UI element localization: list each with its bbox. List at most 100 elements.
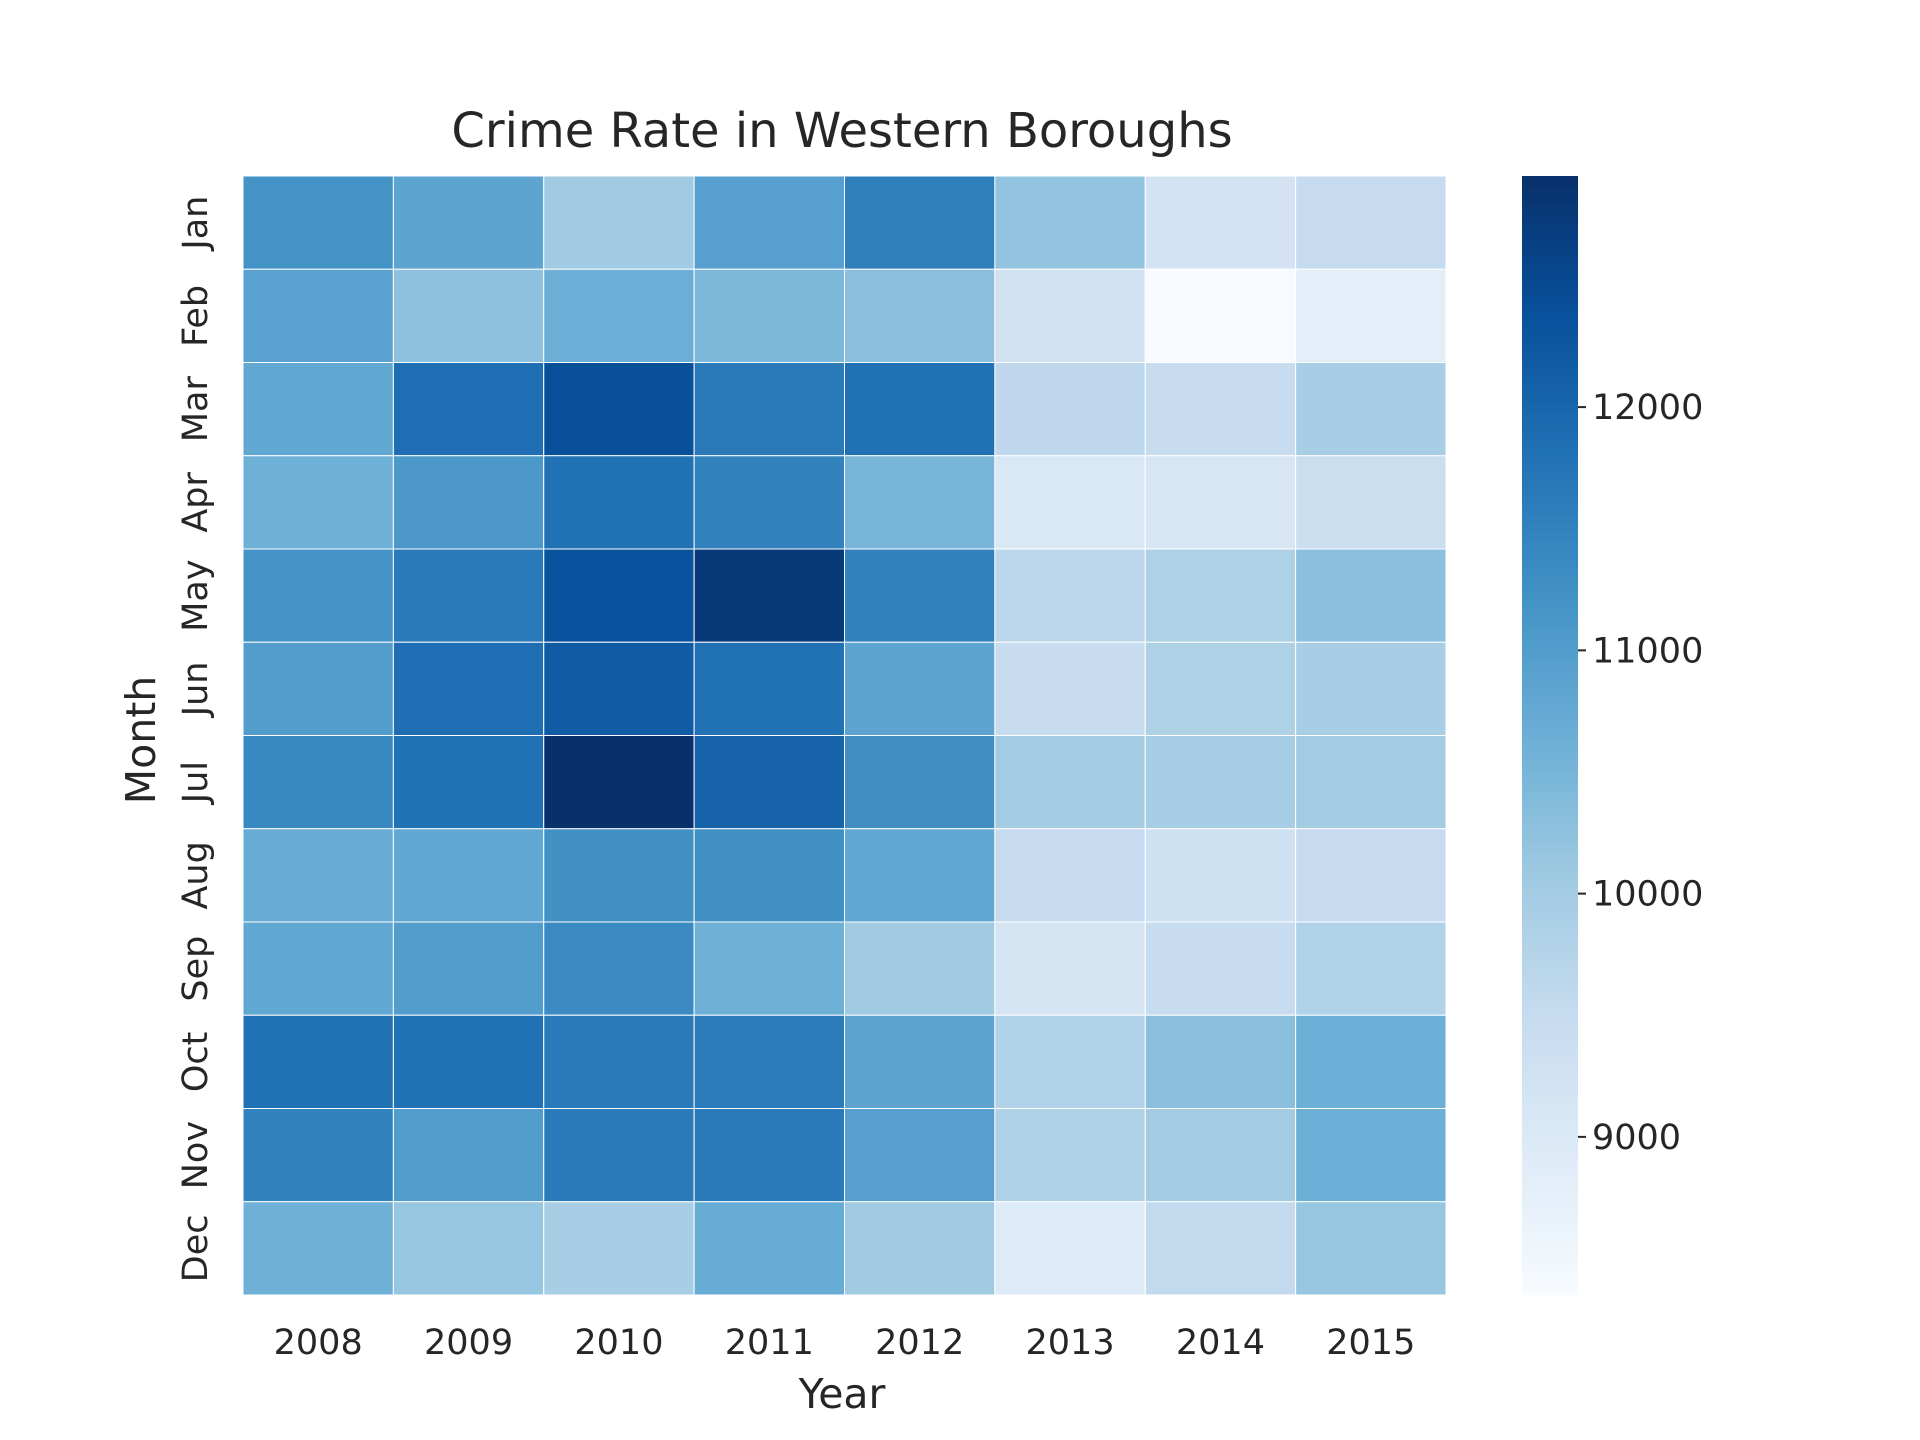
heatmap-cell-sep-2014: [1144, 921, 1297, 1016]
x-tick-label-2010: 2010: [574, 1323, 663, 1363]
heatmap-cell-feb-2011: [693, 268, 845, 363]
x-tick-label-2008: 2008: [274, 1323, 363, 1363]
heatmap-cell-aug-2009: [392, 828, 545, 923]
heatmap-cell-dec-2013: [994, 1201, 1146, 1296]
y-tick-label-mar: Mar: [176, 376, 216, 443]
heatmap-cell-apr-2011: [693, 455, 845, 550]
heatmap-cell-dec-2010: [543, 1201, 695, 1296]
heatmap-cell-jul-2010: [543, 735, 695, 830]
heatmap-cell-feb-2013: [994, 268, 1146, 363]
heatmap-cell-oct-2015: [1295, 1014, 1447, 1109]
heatmap-cell-jul-2014: [1144, 735, 1297, 830]
heatmap-cell-sep-2013: [994, 921, 1146, 1016]
y-tick-label-aug: Aug: [176, 841, 216, 909]
heatmap-cell-oct-2012: [844, 1014, 996, 1109]
heatmap-cell-jan-2010: [543, 175, 695, 270]
heatmap-cell-sep-2009: [392, 921, 545, 1016]
heatmap-cell-jan-2012: [844, 175, 996, 270]
heatmap-cell-may-2011: [693, 548, 845, 643]
y-axis-label: Month: [117, 676, 165, 805]
heatmap-cell-mar-2011: [693, 362, 845, 457]
colorbar-tick-label-11000: 11000: [1592, 631, 1703, 671]
heatmap-cell-jun-2009: [392, 641, 545, 736]
heatmap-cell-dec-2015: [1295, 1201, 1447, 1296]
heatmap-cell-dec-2008: [242, 1201, 394, 1296]
y-tick-label-dec: Dec: [176, 1215, 216, 1283]
colorbar-tick-label-12000: 12000: [1592, 388, 1703, 428]
y-tick-labels: Jan Feb Mar Apr May Jun Jul Aug Sep Oct Nov Dec: [176, 196, 216, 1283]
heatmap-cell-oct-2013: [994, 1014, 1146, 1109]
colorbar-tick-label-9000: 9000: [1592, 1118, 1681, 1158]
chart-title: Crime Rate in Western Boroughs: [451, 103, 1232, 159]
y-tick-label-jan: Jan: [176, 196, 216, 252]
y-tick-label-apr: Apr: [176, 471, 216, 532]
heatmap-cell-aug-2010: [543, 828, 695, 923]
heatmap-cell-jun-2014: [1144, 641, 1297, 736]
heatmap-cell-nov-2015: [1295, 1108, 1447, 1203]
heatmap-cell-aug-2013: [994, 828, 1146, 923]
heatmap-cell-feb-2014: [1144, 268, 1297, 363]
colorbar: [1522, 176, 1578, 1295]
heatmap-cell-jul-2009: [392, 735, 545, 830]
heatmap-cell-aug-2015: [1295, 828, 1447, 923]
heatmap-cell-jun-2015: [1295, 641, 1447, 736]
heatmap-cell-dec-2014: [1144, 1201, 1297, 1296]
y-tick-label-may: May: [176, 559, 216, 631]
heatmap-cell-nov-2009: [392, 1108, 545, 1203]
heatmap-cell-nov-2012: [844, 1108, 996, 1203]
heatmap-cell-aug-2008: [242, 828, 394, 923]
heatmap-cell-nov-2010: [543, 1108, 695, 1203]
heatmap-cell-oct-2009: [392, 1014, 545, 1109]
heatmap-cell-jul-2008: [242, 735, 394, 830]
heatmap-cell-feb-2012: [844, 268, 996, 363]
heatmap-cell-jan-2015: [1295, 175, 1447, 270]
heatmap-cell-aug-2014: [1144, 828, 1297, 923]
x-tick-label-2012: 2012: [875, 1323, 964, 1363]
heatmap-cell-jan-2011: [693, 175, 845, 270]
x-tick-label-2009: 2009: [424, 1323, 513, 1363]
heatmap-cell-aug-2011: [693, 828, 845, 923]
heatmap-cell-apr-2008: [242, 455, 394, 550]
y-tick-label-jul: Jul: [176, 761, 216, 805]
heatmap-cell-sep-2011: [693, 921, 845, 1016]
heatmap-cell-nov-2013: [994, 1108, 1146, 1203]
heatmap-cell-mar-2013: [994, 362, 1146, 457]
x-tick-label-2015: 2015: [1326, 1323, 1415, 1363]
heatmap-cell-jul-2013: [994, 735, 1146, 830]
x-tick-labels: 2008 2009 2010 2011 2012 2013 2014 2015: [274, 1323, 1416, 1363]
heatmap-cell-jun-2013: [994, 641, 1146, 736]
x-axis-label: Year: [798, 1370, 886, 1418]
heatmap-cell-dec-2012: [844, 1201, 996, 1296]
heatmap-cell-feb-2010: [543, 268, 695, 363]
heatmap-cell-may-2010: [543, 548, 695, 643]
heatmap-cell-apr-2009: [392, 455, 545, 550]
heatmap-cell-jun-2010: [543, 641, 695, 736]
heatmap-cell-may-2012: [844, 548, 996, 643]
heatmap-cell-may-2013: [994, 548, 1146, 643]
heatmap-cell-feb-2015: [1295, 268, 1447, 363]
heatmap-cell-jan-2008: [242, 175, 394, 270]
x-tick-label-2013: 2013: [1026, 1323, 1115, 1363]
heatmap-cell-oct-2008: [242, 1014, 394, 1109]
heatmap-cell-jul-2015: [1295, 735, 1447, 830]
x-tick-label-2011: 2011: [725, 1323, 814, 1363]
heatmap-cell-mar-2015: [1295, 362, 1447, 457]
heatmap-cell-nov-2008: [242, 1108, 394, 1203]
heatmap-cell-aug-2012: [844, 828, 996, 923]
x-tick-label-2014: 2014: [1176, 1323, 1265, 1363]
heatmap-cells: [242, 175, 1447, 1296]
y-tick-label-nov: Nov: [176, 1121, 216, 1189]
heatmap-cell-jan-2013: [994, 175, 1146, 270]
colorbar-tick-label-10000: 10000: [1592, 875, 1703, 915]
heatmap-cell-oct-2014: [1144, 1014, 1297, 1109]
heatmap-cell-jun-2011: [693, 641, 845, 736]
heatmap-cell-jan-2014: [1144, 175, 1297, 270]
heatmap-cell-jun-2008: [242, 641, 394, 736]
y-tick-label-oct: Oct: [176, 1032, 216, 1093]
heatmap-cell-mar-2008: [242, 362, 394, 457]
heatmap-cell-mar-2014: [1144, 362, 1297, 457]
heatmap-cell-may-2009: [392, 548, 545, 643]
heatmap-cell-apr-2010: [543, 455, 695, 550]
heatmap-cell-may-2014: [1144, 548, 1297, 643]
